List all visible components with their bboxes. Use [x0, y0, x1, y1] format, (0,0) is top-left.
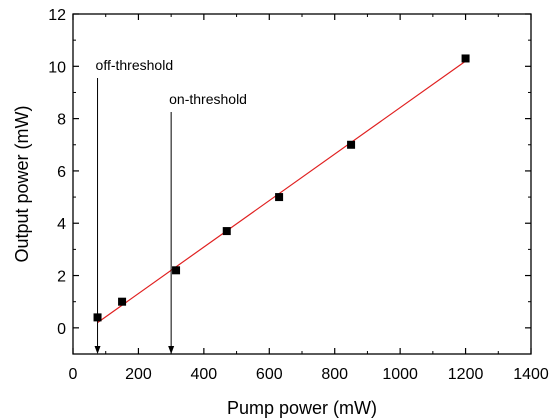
fit-line	[97, 60, 466, 324]
y-axis: 0 2 4 6 8 10 12	[48, 7, 531, 338]
y-tick-label: 10	[48, 59, 66, 76]
y-tick-label: 2	[57, 269, 66, 286]
annotation-arrow-head	[168, 346, 175, 354]
y-tick-label: 6	[57, 164, 66, 181]
x-tick-label: 1400	[513, 366, 549, 383]
annotation-arrow-head	[94, 346, 101, 354]
threshold-annotations: off-threshold on-threshold	[94, 57, 247, 354]
x-tick-label: 400	[191, 366, 218, 383]
y-tick-label: 0	[57, 321, 66, 338]
x-tick-label: 800	[321, 366, 348, 383]
x-axis-title: Pump power (mW)	[227, 398, 377, 418]
x-tick-label: 1000	[382, 366, 418, 383]
annotation-label: on-threshold	[169, 91, 247, 107]
data-point	[93, 313, 102, 322]
x-tick-label: 200	[125, 366, 152, 383]
minor-ticks	[73, 14, 531, 355]
y-axis-title: Output power (mW)	[12, 105, 32, 262]
data-point	[461, 54, 470, 63]
data-point	[347, 140, 356, 149]
data-point	[222, 227, 231, 236]
x-tick-label: 0	[69, 366, 78, 383]
x-tick-label: 1200	[448, 366, 484, 383]
data-points	[93, 54, 470, 322]
data-point	[118, 297, 127, 306]
x-axis: 0 200 400 600 800 1000 1200 1400	[69, 14, 549, 383]
y-tick-label: 8	[57, 112, 66, 129]
y-tick-label: 4	[57, 216, 66, 233]
data-point	[275, 193, 284, 202]
annotation-label: off-threshold	[96, 57, 174, 73]
data-point	[172, 266, 181, 275]
x-tick-label: 600	[256, 366, 283, 383]
y-tick-label: 12	[48, 7, 66, 24]
